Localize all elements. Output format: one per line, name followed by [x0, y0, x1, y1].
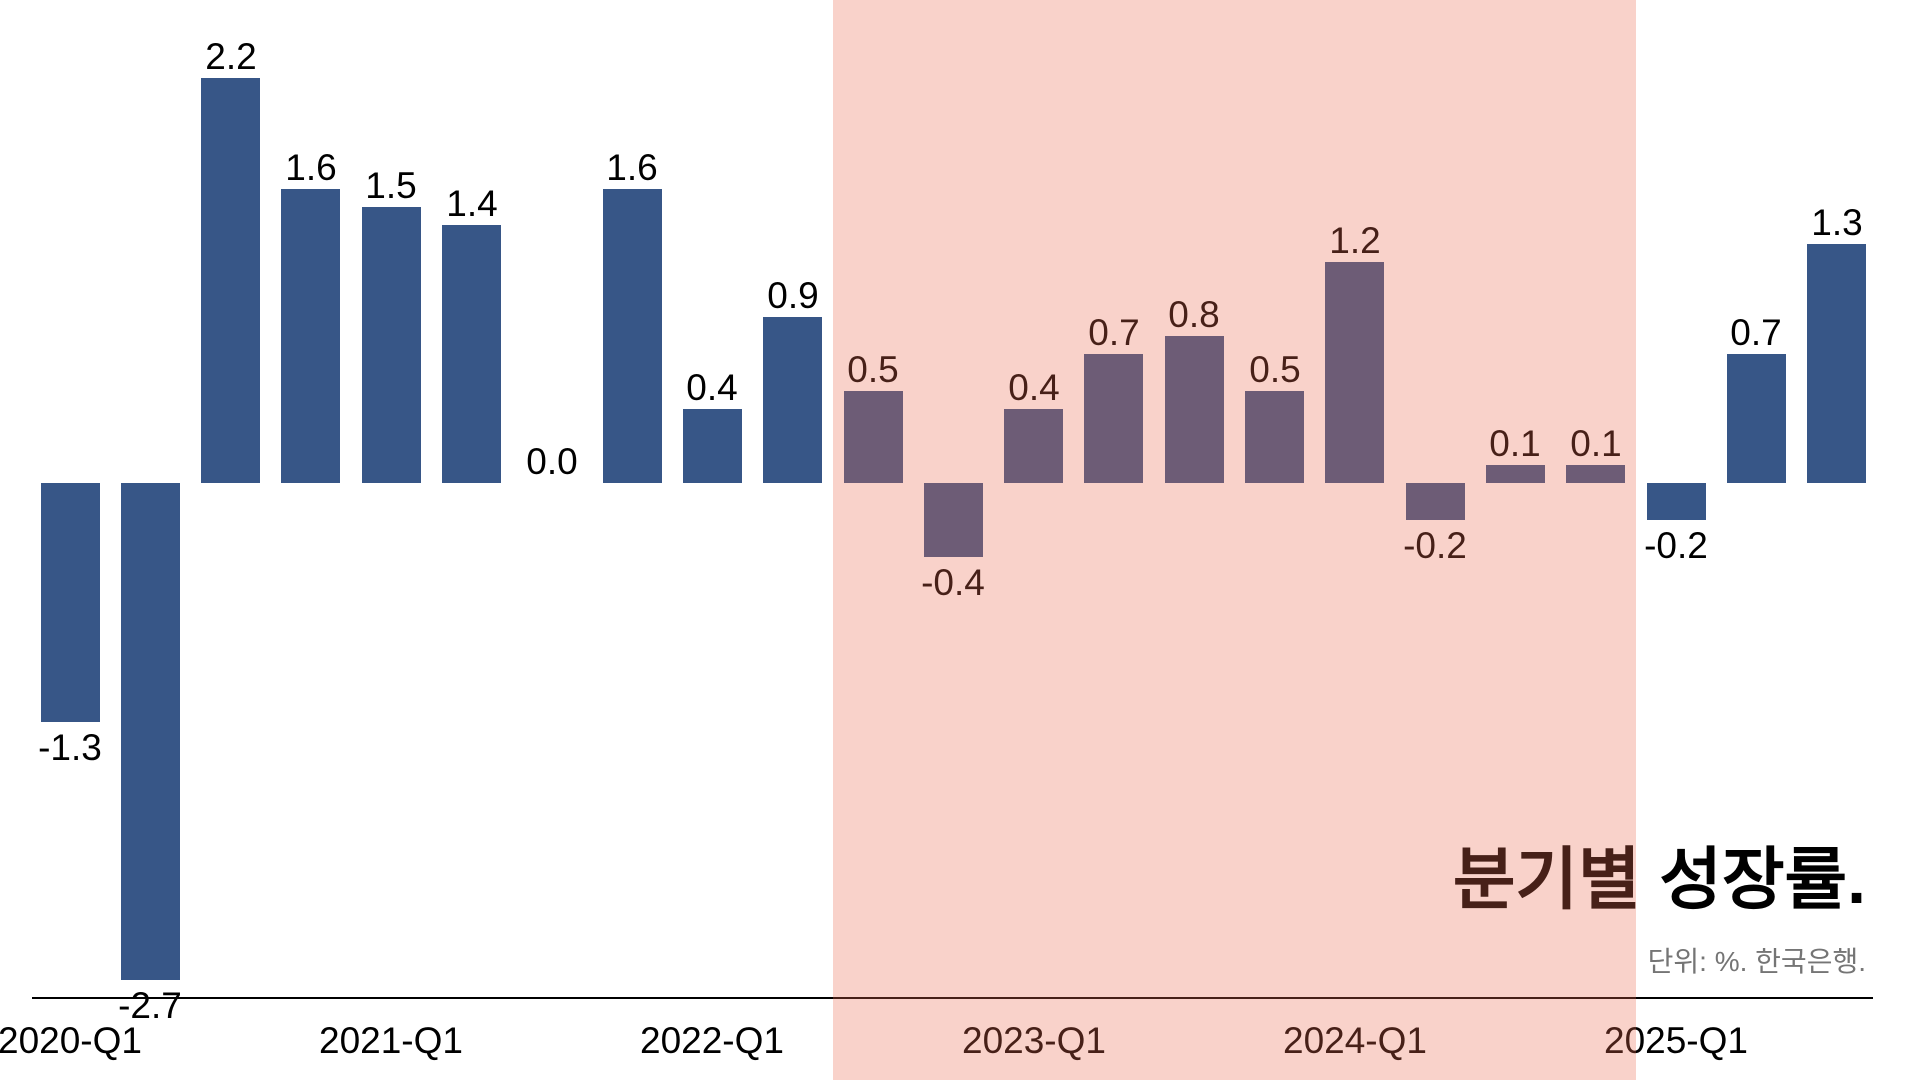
x-axis-line [32, 997, 1873, 999]
bar-value-label-2020-Q3: 2.2 [205, 36, 257, 77]
bar-value-label-2022-Q3: 0.5 [847, 349, 899, 390]
bar-value-label-2022-Q1: 0.4 [686, 367, 738, 408]
x-tick-label-2021-Q1: 2021-Q1 [319, 1020, 463, 1061]
chart-subtitle: 단위: %. 한국은행. [1647, 946, 1866, 977]
bar-2020-Q4 [281, 189, 340, 483]
bar-value-label-2023-Q4: 0.5 [1249, 349, 1301, 390]
bar-2020-Q2 [121, 483, 180, 980]
x-tick-label-2020-Q1: 2020-Q1 [0, 1020, 142, 1061]
bar-2024-Q1 [1325, 262, 1384, 483]
bar-value-label-2023-Q3: 0.8 [1168, 294, 1220, 335]
bar-value-label-2023-Q1: 0.4 [1008, 367, 1060, 408]
bar-value-label-2024-Q3: 0.1 [1489, 423, 1541, 464]
bar-2023-Q4 [1245, 391, 1304, 483]
bar-2022-Q3 [844, 391, 903, 483]
bar-2024-Q2 [1406, 483, 1465, 520]
bar-value-label-2021-Q4: 1.6 [606, 147, 658, 188]
bar-value-label-2020-Q2: -2.7 [118, 985, 182, 1026]
x-tick-label-2023-Q1: 2023-Q1 [962, 1020, 1106, 1061]
bar-2025-Q3 [1807, 244, 1866, 483]
bar-value-label-2024-Q4: 0.1 [1570, 423, 1622, 464]
bar-value-label-2022-Q4: -0.4 [921, 562, 985, 603]
bar-2022-Q4 [924, 483, 983, 557]
bar-2022-Q1 [683, 409, 742, 483]
bar-2024-Q3 [1486, 465, 1545, 483]
bar-value-label-2024-Q2: -0.2 [1403, 525, 1467, 566]
bar-2025-Q2 [1727, 354, 1786, 483]
bar-2020-Q1 [41, 483, 100, 722]
bar-2021-Q1 [362, 207, 421, 483]
bar-value-label-2021-Q3: 0.0 [526, 441, 578, 482]
x-tick-label-2024-Q1: 2024-Q1 [1283, 1020, 1427, 1061]
bar-value-label-2021-Q1: 1.5 [365, 165, 417, 206]
bar-value-label-2020-Q1: -1.3 [38, 727, 102, 768]
x-tick-label-2022-Q1: 2022-Q1 [640, 1020, 784, 1061]
bar-2022-Q2 [763, 317, 822, 483]
bar-value-label-2025-Q3: 1.3 [1811, 202, 1863, 243]
bar-2023-Q2 [1084, 354, 1143, 483]
bar-2021-Q4 [603, 189, 662, 483]
bar-value-label-2025-Q2: 0.7 [1730, 312, 1782, 353]
bar-2023-Q3 [1165, 336, 1224, 483]
bar-2025-Q1 [1647, 483, 1706, 520]
bar-value-label-2020-Q4: 1.6 [285, 147, 337, 188]
bar-2021-Q2 [442, 225, 501, 483]
bar-2020-Q3 [201, 78, 260, 483]
bar-2023-Q1 [1004, 409, 1063, 483]
bar-value-label-2022-Q2: 0.9 [767, 275, 819, 316]
chart-title: 분기별 성장률. [1452, 842, 1866, 918]
bar-value-label-2024-Q1: 1.2 [1329, 220, 1381, 261]
bar-value-label-2021-Q2: 1.4 [446, 183, 498, 224]
bar-value-label-2023-Q2: 0.7 [1088, 312, 1140, 353]
bar-2024-Q4 [1566, 465, 1625, 483]
x-tick-label-2025-Q1: 2025-Q1 [1604, 1020, 1748, 1061]
bar-value-label-2025-Q1: -0.2 [1644, 525, 1708, 566]
